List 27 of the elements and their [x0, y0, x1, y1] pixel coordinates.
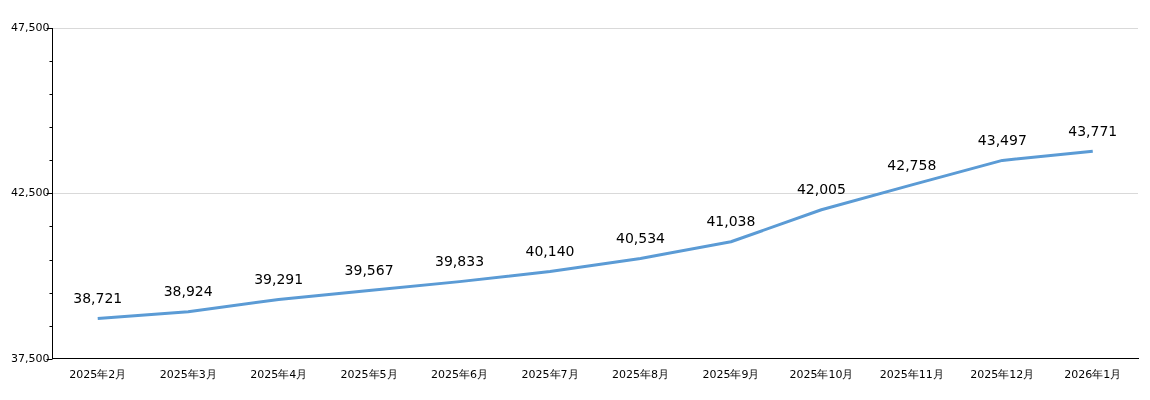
- data-label: 42,005: [796, 181, 846, 198]
- x-tick-label: 2025年11月: [879, 368, 944, 382]
- x-tick-label: 2025年3月: [159, 368, 217, 382]
- data-label: 38,721: [73, 290, 123, 307]
- x-tick-label: 2025年4月: [250, 368, 308, 382]
- x-tick-label: 2025年2月: [69, 368, 127, 382]
- data-label: 39,291: [254, 271, 304, 288]
- y-tick-label: 42,500: [10, 186, 50, 200]
- x-tick-label: 2025年7月: [521, 368, 579, 382]
- data-label: 40,140: [525, 243, 575, 260]
- x-tick-label: 2025年12月: [970, 368, 1035, 382]
- y-tick-label: 47,500: [10, 20, 50, 34]
- data-label: 42,758: [887, 156, 937, 173]
- x-tick-label: 2025年9月: [702, 368, 760, 382]
- data-label: 39,833: [435, 253, 485, 270]
- x-tick-label: 2025年5月: [340, 368, 398, 382]
- data-label: 39,567: [344, 262, 394, 279]
- x-tick-label: 2025年10月: [789, 368, 854, 382]
- x-tick-label: 2025年8月: [611, 368, 669, 382]
- data-label: 43,771: [1068, 123, 1118, 139]
- x-tick-label: 2025年6月: [431, 368, 489, 382]
- y-tick-label: 37,500: [10, 351, 50, 365]
- data-label: 41,038: [706, 213, 756, 230]
- x-tick-label: 2026年1月: [1064, 368, 1122, 382]
- data-label: 43,497: [977, 132, 1027, 149]
- data-label: 40,534: [615, 230, 666, 247]
- data-label: 38,924: [163, 283, 213, 300]
